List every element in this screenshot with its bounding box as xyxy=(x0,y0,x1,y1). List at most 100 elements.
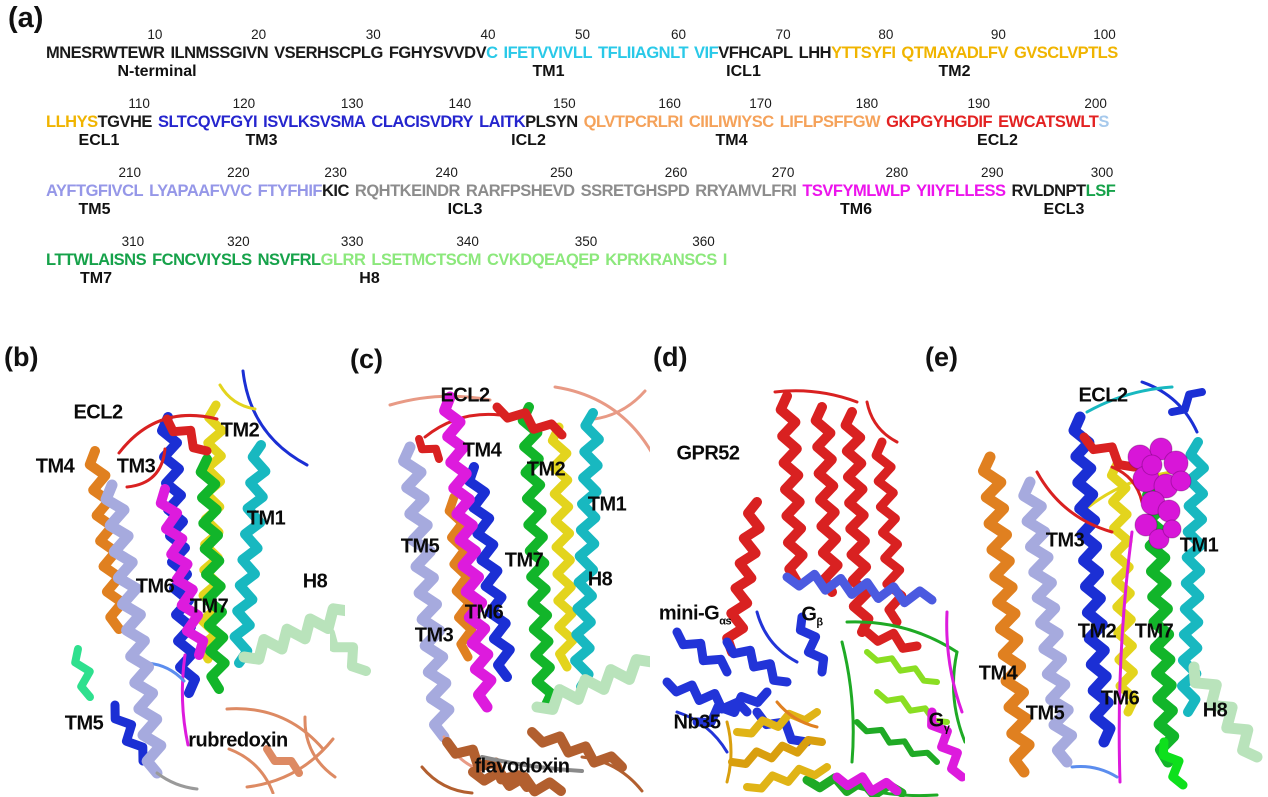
seq-segment: CIILIWIYSC xyxy=(688,113,774,131)
ribbon-loop xyxy=(1110,465,1144,504)
sequence-row: 110 LLHYSTGVHE 120 SLTCQVFGYI 130 ISVLKSVSMA 1… xyxy=(0,95,1268,132)
ribbon-helix xyxy=(1188,661,1263,763)
ribbon-helix xyxy=(672,627,732,677)
region-label: TM1 xyxy=(532,63,565,80)
structure-label: Gβ xyxy=(801,603,823,629)
seq-segment: QTMAYADLFV xyxy=(901,44,1008,62)
seq-group: 30 VSERHSCPLG xyxy=(274,26,383,63)
seq-segment: LAITK xyxy=(479,113,526,131)
seq-segment: GLRR xyxy=(320,251,366,269)
structure-label: mini-Gαs xyxy=(658,602,732,628)
structure-label: TM7 xyxy=(1134,620,1174,643)
ribbon-loop xyxy=(225,707,325,751)
seq-group: 240 RQHTKEINDR xyxy=(354,164,461,201)
ribbon-helix xyxy=(1018,476,1078,768)
seq-group-text: TSVFYMLWLP xyxy=(802,181,910,201)
ribbon-helix xyxy=(155,484,209,660)
seq-position-number: 280 xyxy=(885,165,909,180)
seq-position-number: 210 xyxy=(118,165,142,180)
ribbon-helix xyxy=(162,414,212,456)
ribbon-helix xyxy=(1107,457,1139,717)
structure-label: TM1 xyxy=(1179,534,1219,557)
seq-group: 130 ISVLKSVSMA xyxy=(263,95,366,132)
ribbon-helix xyxy=(733,708,821,738)
panel-letter-b: (b) xyxy=(4,342,39,372)
ribbon-helix xyxy=(832,772,902,796)
seq-position-number: 200 xyxy=(1084,96,1107,111)
seq-segment: AYFTGFIVCL xyxy=(46,182,144,200)
seq-segment: LLHYS xyxy=(46,113,98,131)
ribbon-loop xyxy=(580,755,644,793)
seq-position-number: 60 xyxy=(671,27,687,42)
seq-group: 190 GKPGYHGDIF xyxy=(886,95,992,132)
ribbon-loop xyxy=(1140,380,1199,434)
seq-segment: RRYAMVLFRI xyxy=(695,182,797,200)
ribbon-helix xyxy=(442,737,532,792)
ribbon-helix xyxy=(743,763,831,793)
ribbon-helix xyxy=(795,612,829,677)
seq-segment: CLACISVDRY xyxy=(371,113,474,131)
panel-b: ECL2 TM2 TM4 TM3 TM1 H8 TM6 TM7 TM5 rubredoxin xyxy=(15,357,345,794)
ribbon-loop xyxy=(125,447,167,489)
ribbon-helix xyxy=(722,497,765,657)
panel-letter-c: (c) xyxy=(350,344,383,374)
seq-position-number: 190 xyxy=(967,96,991,111)
region-label-row: N-terminal TM1 ICL1 TM2 xyxy=(0,63,1268,83)
seq-position-number: 330 xyxy=(340,234,364,249)
seq-segment: FTYFHIF xyxy=(257,182,323,200)
seq-group-text: SLTCQVFGYI xyxy=(158,112,258,132)
seq-position-number: 50 xyxy=(575,27,591,42)
seq-position-number: 250 xyxy=(550,165,573,180)
ribbon-loop xyxy=(553,385,650,453)
seq-group: 220 LYAPAAFVVC xyxy=(149,164,252,201)
structure-label: TM2 xyxy=(1077,620,1117,643)
ribbon-helix xyxy=(864,649,940,685)
panel-c: ECL2 TM4 TM2 TM1 TM5 TM7 H8 TM6 TM3 flavodoxin xyxy=(330,375,650,797)
seq-position-number: 260 xyxy=(664,165,688,180)
seq-group-text: RQHTKEINDR xyxy=(354,181,461,201)
structure-label: Nb35 xyxy=(673,711,721,734)
panel-letter-d: (d) xyxy=(653,342,688,372)
seq-segment: RVLDNPT xyxy=(1011,182,1087,200)
region-label-row: TM5 ICL3 TM6 ECL3 xyxy=(0,201,1268,221)
ribbon-loop xyxy=(675,710,729,754)
seq-segment: I xyxy=(722,251,728,269)
seq-group-text: LAITKPLSYN xyxy=(479,112,578,132)
seq-group-text: SSRETGHSPD xyxy=(581,181,690,201)
structure-label: rubredoxin xyxy=(188,729,288,752)
ribbon-helix xyxy=(464,462,515,682)
ribbon-loop xyxy=(241,369,309,467)
ribbon-loop xyxy=(840,640,855,764)
seq-group-text: YIIYFLLESS xyxy=(916,181,1006,201)
structure-label: TM3 xyxy=(116,455,156,478)
ribbon-helix xyxy=(978,451,1035,778)
structure-label: ECL2 xyxy=(73,401,123,424)
seq-position-number: 80 xyxy=(878,27,894,42)
seq-group: I xyxy=(723,233,729,270)
seq-position-number: 230 xyxy=(324,165,347,180)
ribbon-helix xyxy=(927,707,965,782)
seq-group: 70 VIFVFHCAPL xyxy=(694,26,793,63)
seq-group: 210 AYFTGFIVCL xyxy=(46,164,144,201)
seq-segment: RQHTKEINDR xyxy=(354,182,461,200)
seq-position-number: 40 xyxy=(480,27,496,42)
seq-group: 300 RVLDNPTLSF xyxy=(1012,164,1116,201)
seq-segment: LIFLPSFFGW xyxy=(779,113,881,131)
seq-position-number: 20 xyxy=(251,27,267,42)
structure-label: TM7 xyxy=(504,549,544,572)
seq-segment: KIC xyxy=(321,182,349,200)
seq-segment: LTTWLAISNS xyxy=(46,251,147,269)
ribbon-helix xyxy=(1168,388,1206,416)
ribbon-loop xyxy=(303,715,337,779)
seq-group-text: RARFPSHEVD xyxy=(466,181,575,201)
seq-group-text: CIILIWIYSC xyxy=(689,112,774,132)
region-label: TM7 xyxy=(80,270,112,287)
structure-label: TM3 xyxy=(1045,529,1085,552)
ribbon-helix xyxy=(71,645,94,701)
seq-position-number: 120 xyxy=(232,96,256,111)
seq-position-number: 270 xyxy=(771,165,795,180)
seq-segment: GKPGYHGDIF xyxy=(886,113,993,131)
region-label: ECL3 xyxy=(1043,201,1085,218)
ribbon-helix xyxy=(840,407,874,637)
structure-cartoon-e xyxy=(978,380,1263,790)
